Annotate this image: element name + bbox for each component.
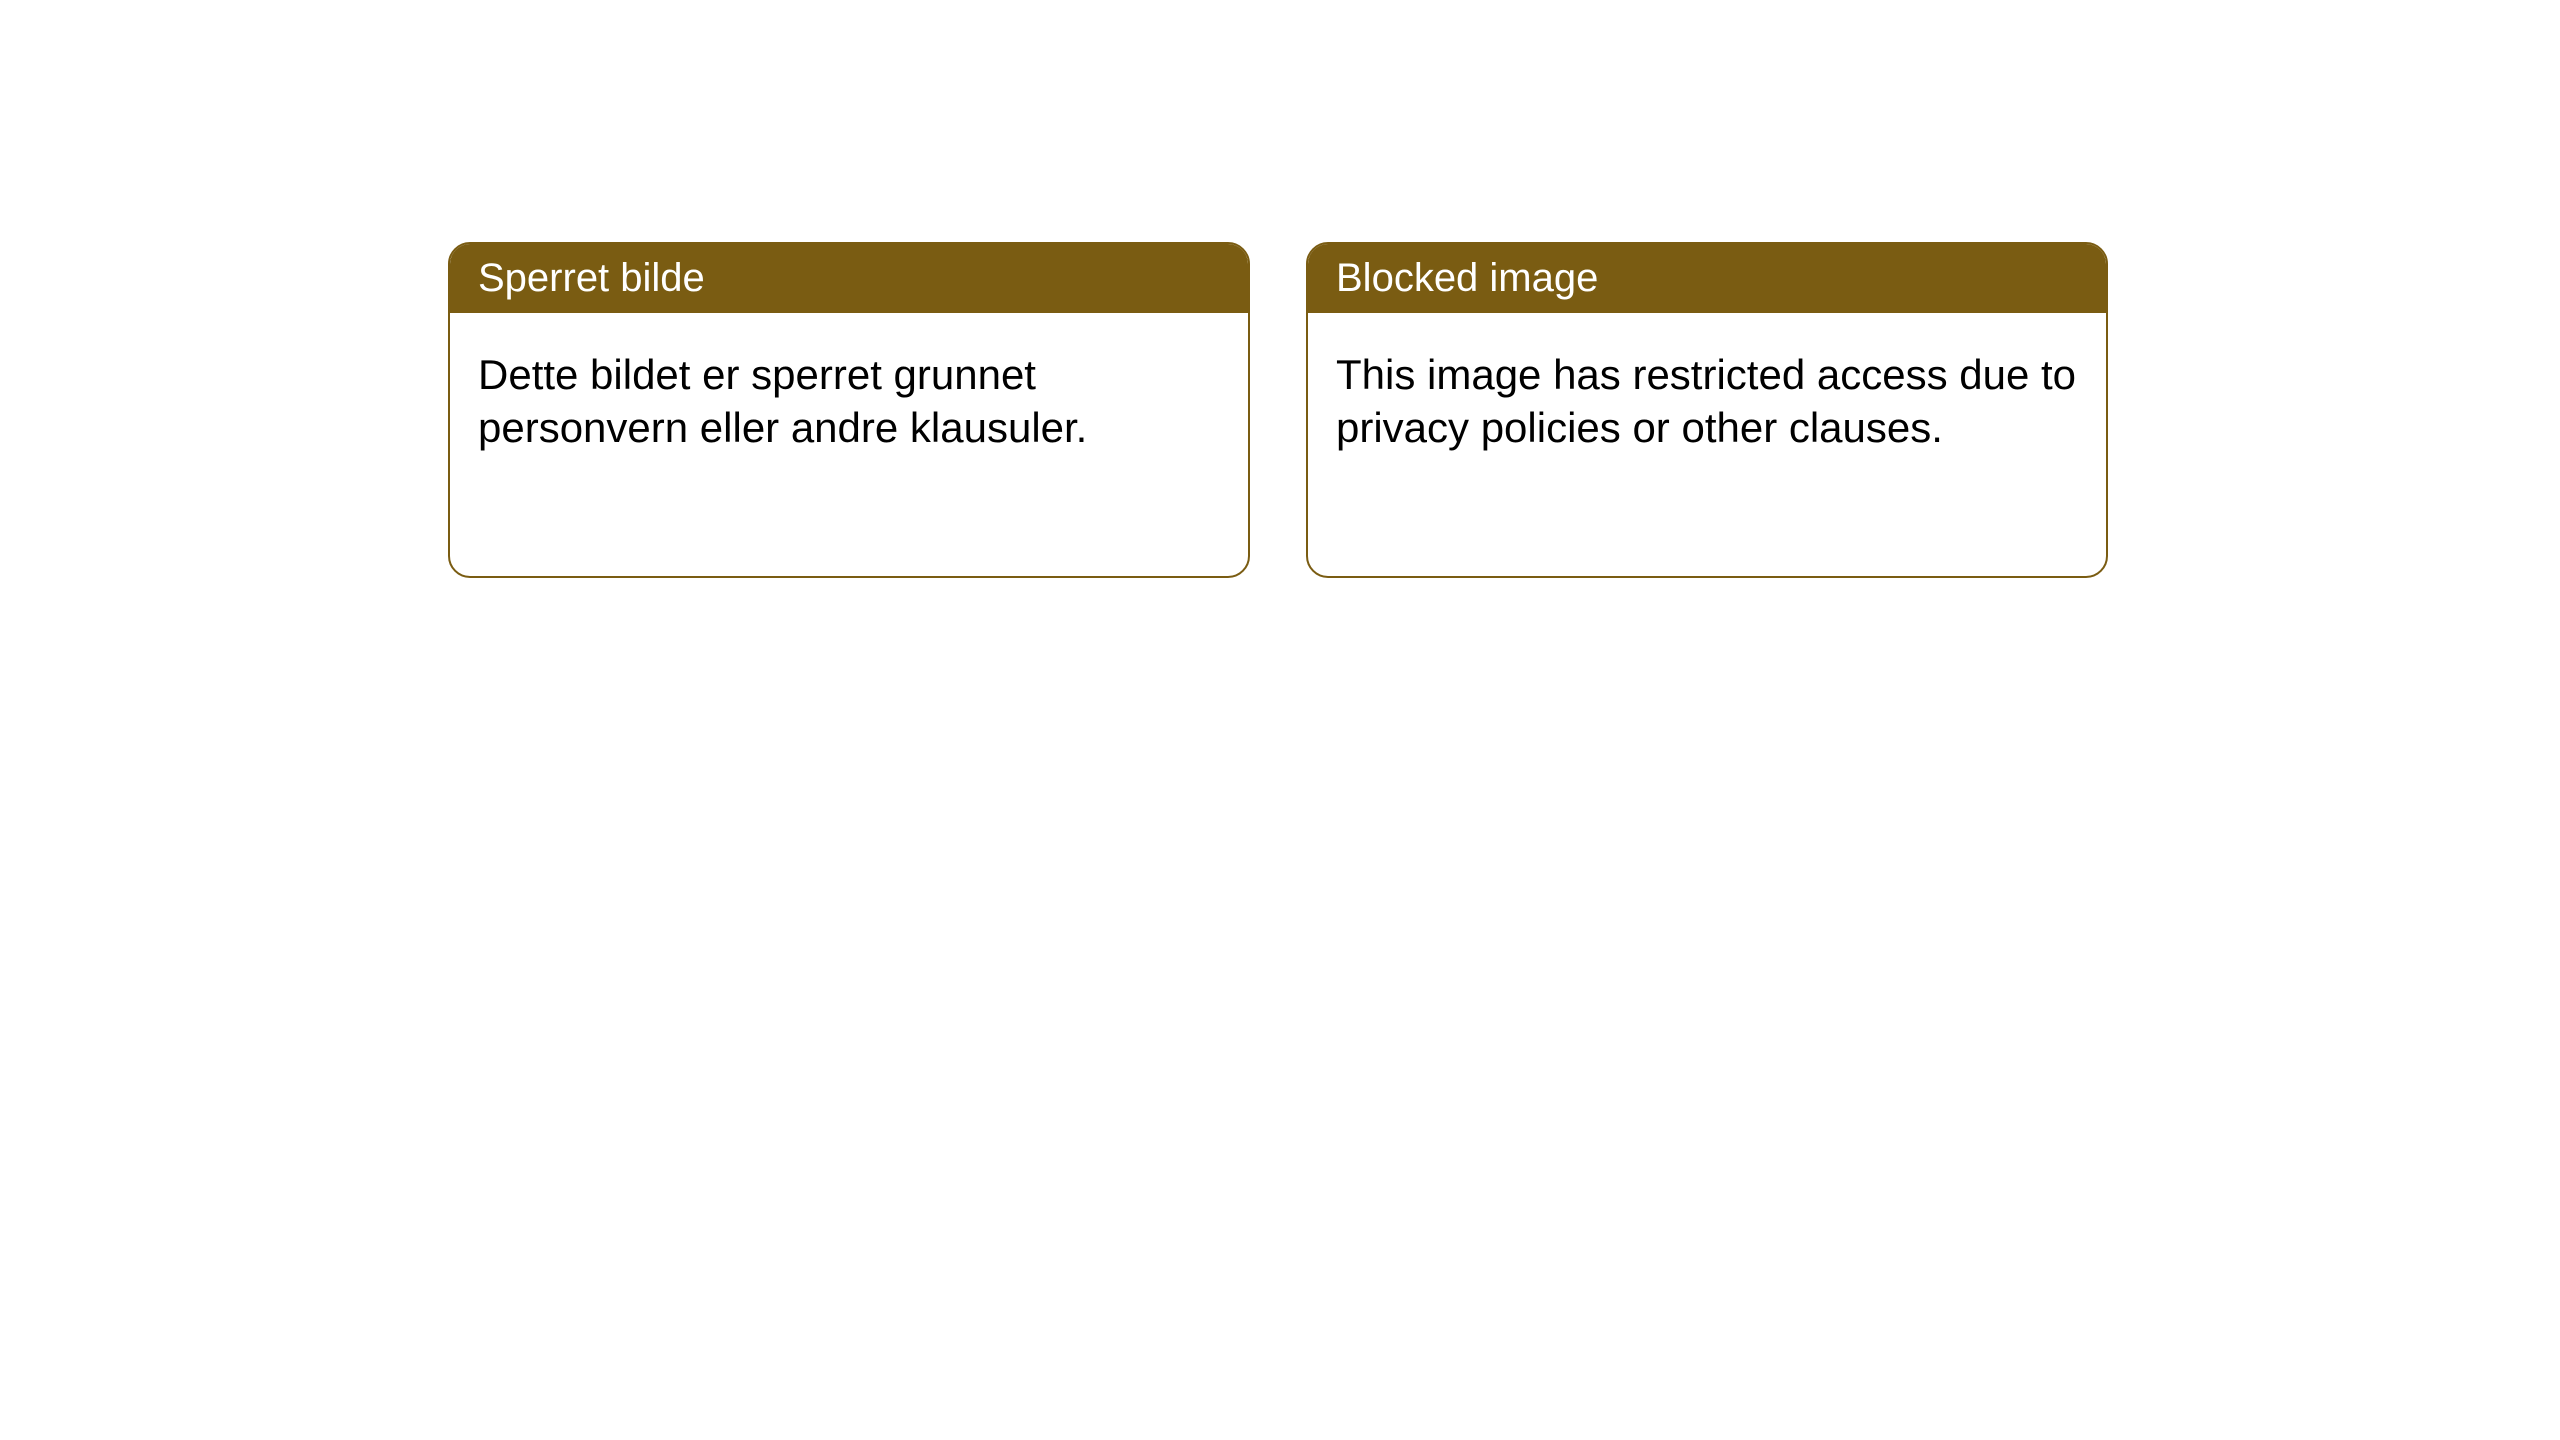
notice-card-norwegian: Sperret bilde Dette bildet er sperret gr…: [448, 242, 1250, 578]
card-body: Dette bildet er sperret grunnet personve…: [450, 313, 1248, 490]
card-body-text: This image has restricted access due to …: [1336, 351, 2076, 451]
card-title: Blocked image: [1336, 256, 1598, 300]
notice-card-english: Blocked image This image has restricted …: [1306, 242, 2108, 578]
card-header: Blocked image: [1308, 244, 2106, 313]
card-title: Sperret bilde: [478, 256, 705, 300]
card-header: Sperret bilde: [450, 244, 1248, 313]
notice-cards-container: Sperret bilde Dette bildet er sperret gr…: [448, 242, 2108, 578]
card-body: This image has restricted access due to …: [1308, 313, 2106, 490]
card-body-text: Dette bildet er sperret grunnet personve…: [478, 351, 1087, 451]
